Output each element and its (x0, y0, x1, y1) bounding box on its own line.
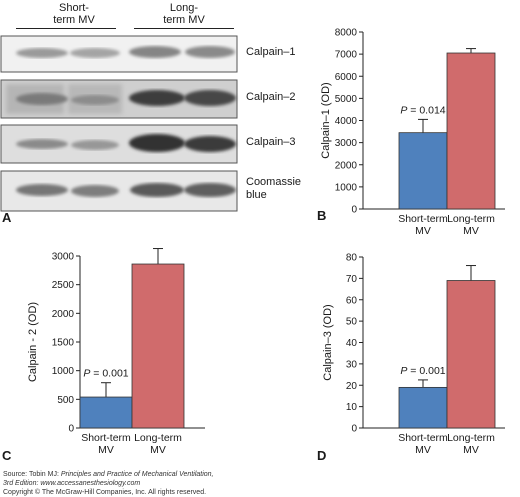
p-value: = 0.014 (407, 104, 445, 116)
panel-letter-a: A (2, 210, 12, 225)
blot-group-label-long: Long- term MV (154, 2, 214, 26)
panel-letter: D (317, 448, 326, 463)
x-tick-label: Long-term (447, 213, 495, 225)
y-tick-label: 4000 (335, 116, 358, 127)
p-symbol: P (83, 368, 90, 380)
blot-group-label-line: term MV (53, 14, 95, 26)
blot-group-label-short: Short- term MV (44, 2, 104, 26)
x-tick-label: Long-term (134, 432, 182, 444)
western-blot-image (0, 35, 238, 212)
chart-calpain-2: 0 500 1000 1500 2000 2500 3000 Calpain - 2 (OD)… (2, 248, 205, 463)
x-tick-label: Long-term (447, 432, 495, 444)
blot-label-line: Calpain–3 (246, 136, 296, 148)
bar (131, 263, 185, 429)
y-tick-label: 1500 (52, 338, 75, 349)
blot-row-calpain-2 (0, 79, 238, 119)
p-symbol: P (400, 104, 407, 116)
x-tick-label: Short-term (81, 432, 131, 444)
p-value-annotation: P = 0.014 (400, 104, 445, 116)
y-tick-label: 500 (57, 395, 74, 406)
bar (446, 52, 496, 210)
blot-row-calpain-3 (0, 124, 238, 164)
x-tick-label: MV (463, 444, 479, 456)
bar (446, 280, 496, 429)
y-tick-label: 6000 (335, 72, 358, 83)
y-tick-label: 20 (346, 381, 358, 392)
blot-label-calpain-2: Calpain–2 (246, 91, 296, 104)
y-tick-label: 2000 (52, 309, 75, 320)
y-tick-label: 70 (346, 274, 358, 285)
y-tick-label: 7000 (335, 50, 358, 61)
source-credit: Source: Tobin MJ: Principles and Practic… (3, 470, 403, 497)
blot-group-underline-long (134, 28, 234, 29)
blot-group-label-line: term MV (163, 14, 205, 26)
y-axis-label: Calpain–1 (OD) (320, 82, 332, 158)
y-tick-label: 80 (346, 253, 358, 264)
blot-label-line: Coomassie (246, 176, 302, 188)
x-tick-label: Short-term (398, 213, 448, 225)
y-axis-label: Calpain–3 (OD) (322, 304, 334, 380)
y-tick-label: 2000 (335, 160, 358, 171)
p-value: = 0.001 (90, 368, 128, 380)
p-value-annotation: P = 0.001 (400, 365, 445, 377)
panel-letter: B (317, 208, 326, 223)
blot-label-line: blue (246, 189, 267, 201)
y-tick-label: 60 (346, 295, 358, 306)
p-value: = 0.001 (407, 365, 445, 377)
y-tick-label: 3000 (52, 252, 75, 263)
y-tick-label: 3000 (335, 138, 358, 149)
source-book: Principles and Practice of Mechanical Ve… (60, 471, 214, 478)
chart-calpain-1: 0 1000 2000 3000 4000 5000 6000 7000 8000 Calpain… (317, 28, 505, 237)
x-tick-label: MV (150, 444, 166, 456)
blot-group-label-line: Long- (169, 2, 199, 14)
x-tick-label: MV (415, 444, 431, 456)
y-tick-label: 1000 (335, 182, 358, 193)
y-tick-label: 2500 (52, 280, 75, 291)
source-line-2: 3rd Edition: www.accessanesthesiology.co… (3, 479, 403, 488)
p-symbol: P (400, 365, 407, 377)
panel-letter: C (2, 448, 12, 463)
x-tick-label: MV (415, 225, 431, 237)
source-line-1: Source: Tobin MJ: Principles and Practic… (3, 470, 403, 479)
blot-group-label-line: Short- (59, 2, 89, 14)
y-tick-label: 50 (346, 317, 358, 328)
blot-label-calpain-3: Calpain–3 (246, 136, 296, 149)
y-tick-label: 1000 (52, 366, 75, 377)
blot-group-underline-short (16, 28, 116, 29)
bar (398, 386, 448, 429)
source-prefix: Source: Tobin MJ: (3, 471, 61, 478)
y-tick-label: 0 (68, 424, 74, 435)
x-tick-label: MV (463, 225, 479, 237)
y-axis-label: Calpain - 2 (OD) (27, 302, 39, 382)
blot-label-line: Calpain–2 (246, 91, 296, 103)
y-tick-label: 10 (346, 402, 358, 413)
blot-label-calpain-1: Calpain–1 (246, 46, 296, 59)
y-tick-label: 8000 (335, 28, 358, 39)
blot-label-line: Calpain–1 (246, 46, 296, 58)
source-copyright: Copyright © The McGraw-Hill Companies, I… (3, 489, 207, 496)
x-tick-label: Short-term (398, 432, 448, 444)
blot-row-coomassie (0, 170, 238, 212)
blot-row-calpain-1 (0, 35, 238, 73)
y-tick-label: 5000 (335, 94, 358, 105)
x-tick-label: MV (98, 444, 114, 456)
y-tick-label: 30 (346, 359, 358, 370)
bar (79, 396, 133, 429)
p-value-annotation: P = 0.001 (83, 368, 128, 380)
y-tick-label: 40 (346, 338, 358, 349)
y-tick-label: 0 (351, 205, 357, 216)
chart-calpain-3: 0 10 20 30 40 50 60 70 80 Calpain–3 (OD) Short-ter… (317, 253, 505, 463)
blot-label-coomassie: Coomassie blue (246, 176, 301, 202)
y-tick-label: 0 (351, 424, 357, 435)
source-edition: 3rd Edition: www.accessanesthesiology.co… (3, 480, 141, 487)
bar (398, 132, 448, 210)
